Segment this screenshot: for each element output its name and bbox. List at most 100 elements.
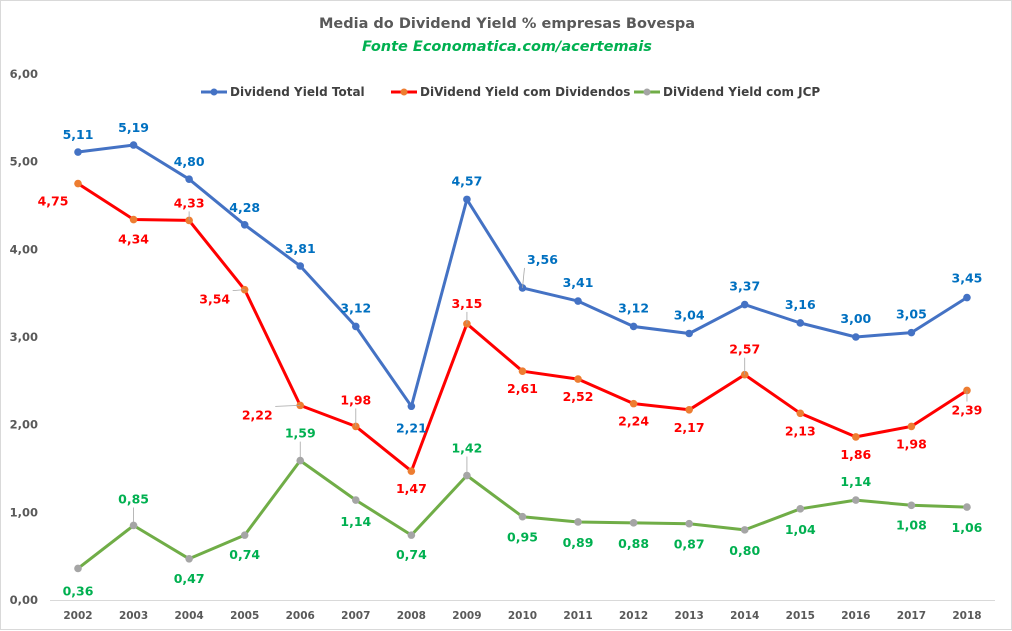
- y-axis: 0,00 1,00 2,00 3,00 4,00 5,00 6,00: [10, 67, 995, 607]
- y-tick-label: 5,00: [10, 155, 38, 169]
- legend-item: DiVidend Yield com Dividendos: [391, 85, 630, 99]
- x-tick-label: 2004: [175, 610, 204, 622]
- data-label: 2,22: [242, 407, 273, 422]
- x-tick-label: 2005: [230, 610, 259, 622]
- data-point: [685, 329, 693, 338]
- data-point: [352, 496, 360, 504]
- data-label: 1,08: [896, 517, 927, 532]
- legend-marker-swatch: [643, 88, 651, 96]
- data-label: 3,15: [451, 296, 482, 311]
- data-label: 3,12: [618, 300, 649, 315]
- x-tick-label: 2003: [119, 610, 148, 622]
- data-point: [574, 375, 582, 383]
- data-point: [352, 322, 360, 331]
- data-label: 1,14: [840, 474, 871, 489]
- data-point: [740, 526, 749, 534]
- data-label: 4,57: [451, 173, 482, 188]
- data-label: 2,21: [396, 420, 427, 435]
- y-tick-label: 3,00: [10, 330, 38, 344]
- data-label: 4,34: [118, 232, 149, 247]
- data-label: 3,37: [729, 279, 760, 294]
- data-label: 2,13: [785, 423, 816, 438]
- data-point: [574, 518, 582, 526]
- data-label: 1,98: [896, 436, 927, 451]
- y-tick-label: 6,00: [10, 67, 38, 81]
- x-tick-label: 2011: [563, 610, 592, 622]
- data-label: 1,04: [785, 522, 816, 537]
- data-label: 3,81: [285, 241, 316, 256]
- data-point: [296, 262, 305, 270]
- data-point: [796, 505, 805, 513]
- x-tick-label: 2006: [286, 610, 315, 622]
- data-label: 4,28: [229, 200, 260, 215]
- y-tick-label: 2,00: [10, 418, 38, 432]
- x-axis: 2002 2003 2004 2005 2006 2007 2008 2009 2010 2011…: [63, 610, 981, 622]
- data-point: [74, 564, 82, 573]
- data-label: 0,47: [174, 571, 205, 586]
- data-point: [463, 195, 471, 204]
- data-label: 0,74: [396, 547, 427, 562]
- data-point: [907, 328, 916, 337]
- legend-label: DiVidend Yield com Dividendos: [420, 85, 630, 99]
- data-point: [685, 405, 693, 414]
- series-line: [77, 182, 968, 473]
- data-label: 2,39: [952, 402, 983, 417]
- data-point: [852, 333, 860, 341]
- chart-title: Media do Dividend Yield % empresas Boves…: [319, 16, 695, 32]
- y-tick-label: 0,00: [10, 593, 38, 607]
- data-point: [74, 148, 82, 156]
- x-tick-label: 2009: [452, 610, 481, 622]
- legend-item: DiVidend Yield com JCP: [634, 85, 820, 99]
- data-label: 1,59: [285, 426, 316, 441]
- x-tick-label: 2007: [341, 610, 370, 622]
- data-point: [963, 503, 971, 511]
- data-label: 0,85: [118, 491, 149, 506]
- data-label: 1,06: [952, 520, 983, 535]
- data-point: [963, 293, 971, 302]
- data-label: 4,33: [174, 195, 205, 210]
- data-point: [574, 297, 582, 305]
- data-label: 2,61: [507, 381, 538, 396]
- x-tick-label: 2012: [619, 610, 648, 622]
- data-point: [407, 402, 416, 411]
- data-label: 5,19: [118, 120, 149, 135]
- leader-line: [522, 267, 525, 288]
- data-point: [407, 531, 416, 539]
- x-tick-label: 2015: [786, 610, 815, 622]
- x-tick-label: 2013: [675, 610, 704, 622]
- data-point: [796, 409, 805, 418]
- data-label: 0,80: [729, 543, 760, 558]
- series-3: [74, 456, 971, 573]
- data-point: [463, 471, 471, 480]
- data-point: [129, 141, 138, 149]
- data-point: [129, 215, 138, 224]
- data-label: 4,80: [174, 154, 205, 169]
- data-label: 3,45: [952, 271, 983, 286]
- legend-label: DiVidend Yield com JCP: [663, 85, 820, 99]
- data-label: 1,98: [340, 392, 371, 407]
- series-layer: [74, 141, 971, 573]
- data-label: 0,95: [507, 530, 538, 545]
- data-label: 0,36: [63, 583, 94, 598]
- x-tick-label: 2008: [397, 610, 426, 622]
- data-point: [629, 519, 638, 527]
- leader-line: [232, 289, 245, 292]
- legend-marker-swatch: [210, 88, 218, 96]
- data-point: [518, 367, 527, 375]
- data-label: 2,17: [674, 420, 705, 435]
- x-tick-label: 2017: [897, 610, 926, 622]
- data-point: [629, 399, 638, 408]
- data-point: [852, 433, 860, 441]
- data-point: [629, 322, 638, 331]
- data-point: [407, 467, 416, 475]
- series-2: [74, 179, 971, 475]
- data-point: [463, 320, 471, 328]
- data-label: 3,41: [563, 275, 594, 290]
- data-point: [740, 300, 749, 309]
- data-label: 3,04: [674, 307, 705, 322]
- legend: Dividend Yield Total DiVidend Yield com D…: [201, 85, 820, 99]
- data-point: [796, 319, 805, 327]
- data-point: [240, 220, 249, 229]
- data-point: [185, 175, 193, 183]
